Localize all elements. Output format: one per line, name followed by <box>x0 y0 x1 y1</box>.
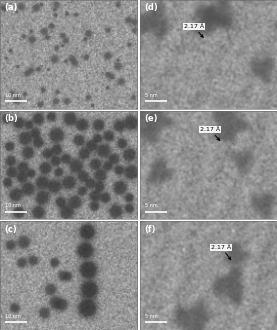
Text: 5 nm: 5 nm <box>145 93 158 98</box>
Text: (a): (a) <box>4 3 17 12</box>
Text: 10 nm: 10 nm <box>6 203 21 209</box>
Text: (e): (e) <box>144 114 158 123</box>
Text: 5 nm: 5 nm <box>145 314 158 319</box>
Text: 5 nm: 5 nm <box>145 203 158 209</box>
Text: 10 nm: 10 nm <box>6 314 21 319</box>
Text: (b): (b) <box>4 114 18 123</box>
Text: 2.17 Å: 2.17 Å <box>184 24 204 37</box>
Text: (d): (d) <box>144 3 158 12</box>
Text: 2.17 Å: 2.17 Å <box>211 245 231 260</box>
Text: 10 nm: 10 nm <box>6 93 21 98</box>
Text: 2.17 Å: 2.17 Å <box>200 127 220 140</box>
Text: (c): (c) <box>4 225 17 234</box>
Text: (f): (f) <box>144 225 155 234</box>
